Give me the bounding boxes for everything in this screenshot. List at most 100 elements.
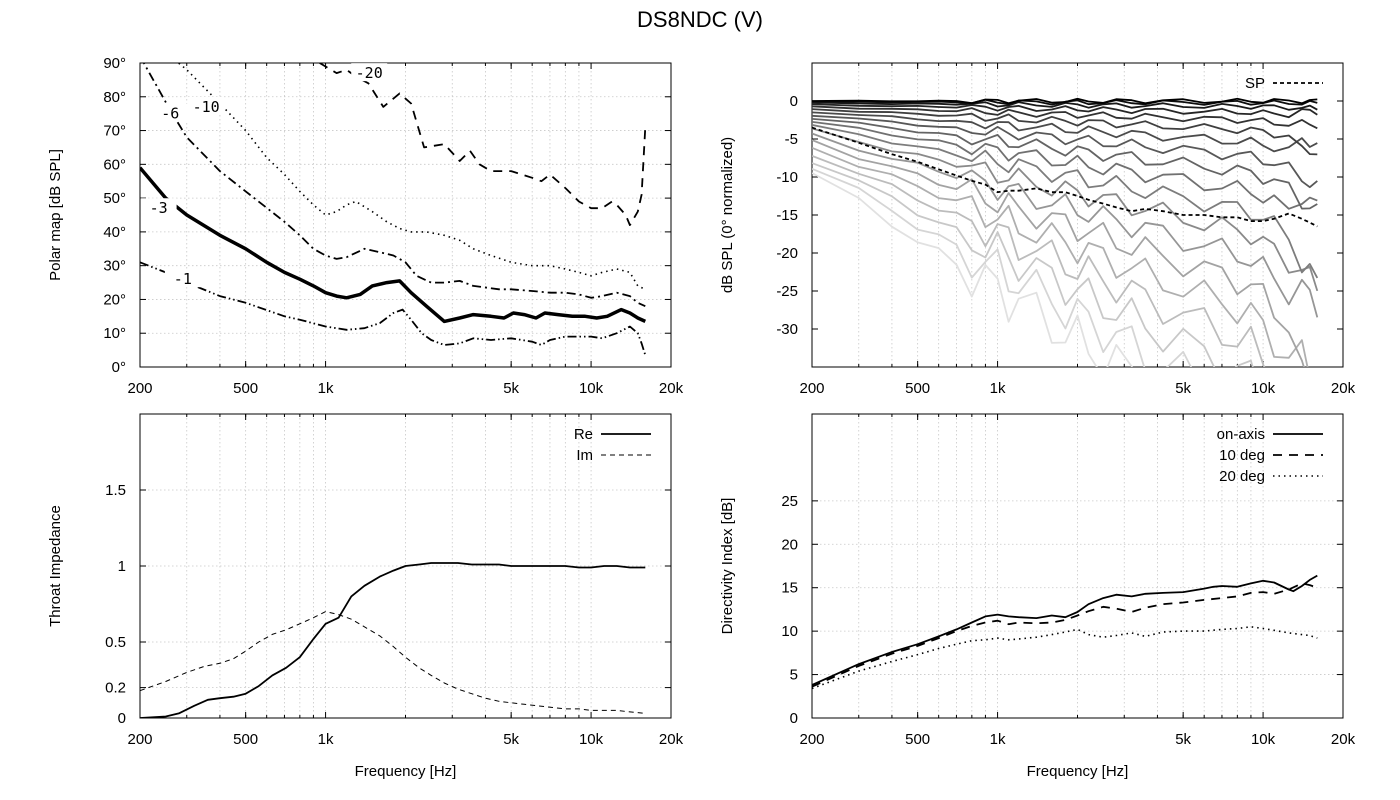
- series-line--20: [319, 63, 647, 226]
- x-tick-label: 10k: [579, 380, 604, 397]
- y-tick-label: 90°: [103, 55, 126, 72]
- y-tick-label: -20: [776, 245, 798, 262]
- y-tick-label: 0: [118, 710, 126, 727]
- y-tick-label: 0.2: [105, 680, 126, 697]
- y-tick-label: 5: [790, 667, 798, 684]
- x-tick-label: 200: [799, 380, 824, 397]
- figure-title: DS8NDC (V): [637, 7, 763, 32]
- x-tick-label: 200: [127, 731, 152, 748]
- y-axis-label: dB SPL (0° normalized): [719, 137, 736, 293]
- y-tick-label: 60°: [103, 156, 126, 173]
- y-tick-label: -30: [776, 321, 798, 338]
- legend-label: Im: [576, 447, 593, 464]
- off-axis-curve: [812, 127, 1319, 292]
- y-axis-label: Throat Impedance: [47, 505, 64, 627]
- y-tick-label: -25: [776, 283, 798, 300]
- x-tick-label: 5k: [503, 380, 519, 397]
- legend-label: SP: [1245, 75, 1265, 92]
- x-tick-label: 20k: [659, 731, 684, 748]
- y-tick-label: -10: [776, 169, 798, 186]
- off-axis-curve: [812, 162, 1254, 367]
- x-tick-label: 500: [233, 380, 258, 397]
- off-axis-family: [812, 97, 1319, 367]
- y-tick-label: -5: [785, 131, 798, 148]
- contour-label-bg: [351, 63, 388, 82]
- y-tick-label: 1: [118, 558, 126, 575]
- off-axis-curve: [812, 124, 1319, 279]
- y-tick-label: 40°: [103, 224, 126, 241]
- plot-impedance: 200 500 1k 5k 10k 20k 0 0.2 0.5 1 1.5 Throat Impeda…: [47, 413, 684, 780]
- x-axis-label: Frequency [Hz]: [355, 763, 457, 780]
- plot-directivity: 200 500 1k 5k 10k 20k 0 5 10 15 20 25 Directivity In…: [719, 413, 1356, 780]
- series-line-on-axis: [812, 574, 1318, 686]
- y-axis-label: Polar map [dB SPL]: [47, 149, 64, 281]
- x-tick-label: 20k: [1331, 731, 1356, 748]
- y-tick-label: 15: [781, 580, 798, 597]
- x-tick-label: 200: [127, 380, 152, 397]
- off-axis-curve: [812, 172, 1133, 367]
- y-tick-label: 30°: [103, 258, 126, 275]
- x-tick-label: 20k: [1331, 380, 1356, 397]
- off-axis-curve: [812, 114, 1318, 189]
- y-tick-label: 10°: [103, 325, 126, 342]
- x-tick-label: 10k: [1251, 380, 1276, 397]
- x-tick-label: 500: [905, 380, 930, 397]
- contour-label-bg: [140, 198, 177, 217]
- y-tick-label: 25: [781, 493, 798, 510]
- legend-label: 10 deg: [1219, 447, 1265, 464]
- off-axis-curve: [812, 146, 1309, 367]
- off-axis-curve: [812, 118, 1318, 210]
- off-axis-curve: [812, 132, 1319, 318]
- off-axis-curve: [812, 105, 1318, 130]
- contour-label-bg: [152, 103, 189, 122]
- x-tick-label: 200: [799, 731, 824, 748]
- y-tick-label: 10: [781, 623, 798, 640]
- contour-label: -1: [174, 270, 192, 288]
- x-tick-label: 10k: [1251, 731, 1276, 748]
- off-axis-curve: [812, 155, 1266, 367]
- off-axis-curve: [812, 101, 1318, 111]
- series-line--3: [140, 166, 647, 324]
- contour-label: -6: [161, 105, 179, 123]
- contour-label-bg: [164, 269, 201, 288]
- x-tick-label: 500: [233, 731, 258, 748]
- off-axis-curve: [812, 111, 1318, 153]
- y-tick-label: 0: [790, 93, 798, 110]
- x-tick-label: 10k: [579, 731, 604, 748]
- x-tick-label: 1k: [318, 380, 334, 397]
- x-tick-label: 5k: [1175, 380, 1191, 397]
- y-tick-label: -15: [776, 207, 798, 224]
- y-tick-label: 80°: [103, 89, 126, 106]
- x-tick-label: 1k: [990, 731, 1006, 748]
- x-tick-label: 5k: [503, 731, 519, 748]
- legend-label: Re: [574, 426, 593, 443]
- series-line--6: [142, 63, 646, 308]
- plot-normalized: 200 500 1k 5k 10k 20k 0 -5 -10 -15 -20 -25 -30 dB SPL…: [719, 62, 1356, 397]
- y-tick-label: 20°: [103, 291, 126, 308]
- legend-label: 20 deg: [1219, 468, 1265, 485]
- contour-label-bg: [188, 96, 225, 115]
- y-tick-label: 50°: [103, 190, 126, 207]
- y-tick-label: 0: [790, 710, 798, 727]
- contour-label: -10: [193, 98, 220, 116]
- off-axis-curve: [812, 139, 1305, 367]
- off-axis-curve: [812, 121, 1318, 210]
- legend-label: on-axis: [1217, 426, 1265, 443]
- x-tick-label: 1k: [318, 731, 334, 748]
- contour-label: -3: [150, 199, 168, 217]
- series-line--1: [140, 261, 647, 356]
- series-line-20-deg: [812, 626, 1318, 690]
- x-axis-label: Frequency [Hz]: [1027, 763, 1129, 780]
- x-tick-label: 500: [905, 731, 930, 748]
- x-tick-label: 5k: [1175, 731, 1191, 748]
- off-axis-curve: [812, 103, 1318, 119]
- off-axis-curve: [812, 97, 1318, 105]
- series-line-SP: [812, 126, 1318, 228]
- plot-polar: 200 500 1k 5k 10k 20k 0° 10° 20° 30° 40° 50° 60° 70° 8…: [47, 55, 684, 397]
- series-line-10-deg: [812, 582, 1318, 688]
- y-tick-label: 1.5: [105, 482, 126, 499]
- y-tick-label: 70°: [103, 123, 126, 140]
- series-line-Re: [140, 562, 646, 718]
- off-axis-curve: [812, 167, 1192, 367]
